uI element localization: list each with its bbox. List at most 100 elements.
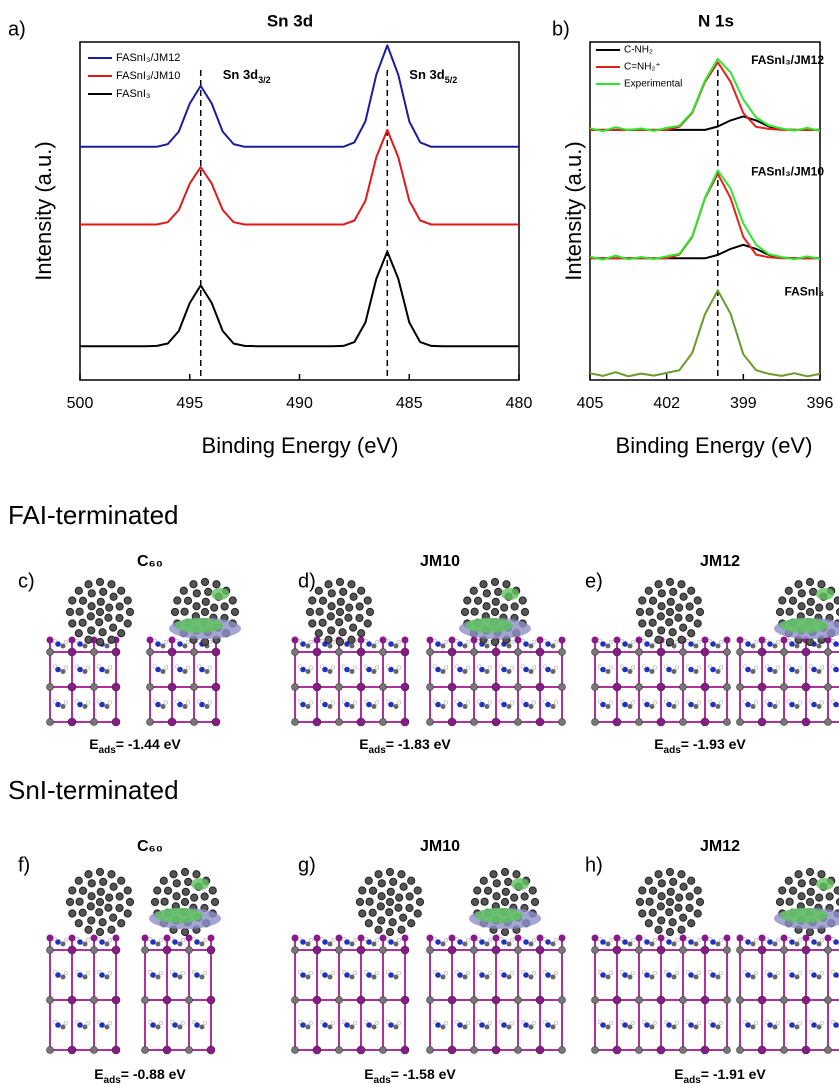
- hydrogen: [663, 699, 669, 704]
- carbon-atom: [638, 909, 647, 918]
- charge-density: [816, 588, 834, 600]
- hydrogen: [742, 1019, 748, 1025]
- carbon-atom: [115, 903, 124, 913]
- nitrogen: [177, 666, 183, 673]
- atom: [558, 934, 566, 942]
- carbon: [528, 974, 534, 980]
- hydrogen: [652, 937, 658, 943]
- carbon: [393, 669, 399, 674]
- hydrogen: [520, 664, 526, 669]
- energy-symbol: E: [674, 1066, 683, 1082]
- hydrogen: [597, 664, 603, 669]
- hydrogen: [641, 699, 647, 704]
- carbon: [327, 974, 333, 980]
- carbon-atom: [210, 897, 220, 907]
- atom: [190, 683, 198, 691]
- hydrogen: [374, 970, 380, 976]
- carbon: [528, 941, 534, 947]
- carbon-atom: [405, 892, 414, 901]
- hydrogen: [341, 1019, 347, 1025]
- carbon-atom: [87, 626, 96, 635]
- carbon-atom: [368, 886, 378, 895]
- nitrogen: [767, 972, 773, 978]
- hydrogen: [674, 970, 680, 976]
- nitrogen: [322, 939, 328, 945]
- atom: [146, 683, 154, 691]
- carbon-atom: [159, 876, 168, 885]
- nitrogen: [523, 666, 529, 673]
- atom: [447, 995, 457, 1005]
- atom: [736, 946, 744, 954]
- atom: [757, 647, 767, 657]
- carbon-atom: [794, 580, 803, 589]
- carbon-atom: [123, 909, 132, 918]
- nitrogen: [344, 972, 350, 978]
- hydrogen: [674, 700, 680, 705]
- carbon-atom: [335, 637, 345, 647]
- atom: [190, 718, 198, 726]
- nitrogen: [366, 666, 372, 673]
- energy-sub: ads: [664, 745, 682, 756]
- hydrogen: [152, 664, 158, 669]
- carbon-atom: [189, 580, 198, 589]
- carbon-atom: [385, 908, 394, 917]
- atom: [780, 648, 788, 656]
- carbon-atom: [107, 580, 116, 589]
- atom: [67, 682, 77, 692]
- nitrogen: [789, 939, 795, 945]
- carbon: [60, 941, 66, 947]
- hydrogen: [202, 937, 208, 943]
- nitrogen: [523, 972, 529, 978]
- carbon-atom: [327, 602, 336, 611]
- hydrogen: [786, 699, 792, 704]
- carbon-atom: [399, 913, 408, 922]
- hydrogen: [663, 936, 669, 942]
- hydrogen: [553, 700, 559, 705]
- carbon-atom: [125, 897, 135, 907]
- hydrogen: [432, 969, 438, 975]
- hydrogen: [630, 700, 636, 705]
- atom: [679, 683, 687, 691]
- carbon: [160, 669, 166, 674]
- nitrogen: [600, 939, 606, 945]
- carbon: [60, 669, 66, 674]
- carbon-atom: [510, 602, 519, 611]
- atom: [535, 647, 545, 657]
- carbon: [772, 704, 778, 709]
- carbon-atom: [117, 586, 126, 595]
- carbon-atom: [460, 607, 470, 617]
- nitrogen: [600, 666, 606, 673]
- hydrogen: [509, 970, 515, 976]
- carbon-atom: [98, 918, 107, 927]
- hydrogen: [786, 638, 792, 644]
- atom: [612, 995, 622, 1005]
- hydrogen: [742, 936, 748, 942]
- carbon-atom: [677, 580, 686, 589]
- carbon-atom: [665, 618, 674, 627]
- carbon: [82, 974, 88, 980]
- carbon-atom: [95, 927, 105, 937]
- charge-density: [211, 588, 229, 600]
- hydrogen: [597, 638, 603, 644]
- atom: [162, 1045, 172, 1055]
- hydrogen: [520, 1019, 526, 1025]
- hydrogen: [385, 1019, 391, 1025]
- hydrogen: [396, 937, 402, 943]
- carbon-atom: [833, 886, 839, 895]
- atom: [312, 682, 322, 692]
- carbon-atom: [835, 608, 839, 616]
- hydrogen: [652, 665, 658, 670]
- adsorption-energy: Eads= -0.88 eV: [94, 1066, 186, 1086]
- atom: [90, 1046, 98, 1054]
- nitrogen: [344, 939, 350, 945]
- hydrogen: [63, 1020, 69, 1026]
- hydrogen: [531, 937, 537, 943]
- atom: [46, 1046, 54, 1054]
- hydrogen: [191, 936, 197, 942]
- carbon-atom: [666, 597, 675, 606]
- atom: [535, 717, 545, 727]
- carbon: [155, 1024, 161, 1030]
- atom: [723, 1046, 731, 1054]
- carbon-atom: [349, 592, 358, 601]
- atom: [67, 995, 77, 1005]
